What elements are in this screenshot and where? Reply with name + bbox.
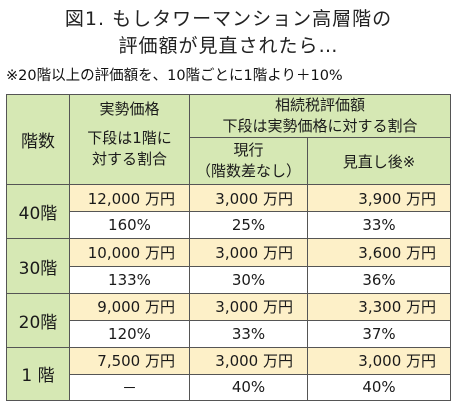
market-pct-cell: 160% bbox=[69, 211, 190, 240]
market-pct-cell: 133% bbox=[69, 265, 190, 294]
current-price-cell: 3,000 万円 bbox=[189, 184, 308, 213]
figure-title: 図1. もしタワーマンション高層階の 評価額が見直されたら… bbox=[0, 6, 457, 60]
table-row: 40階 12,000 万円 3,000 万円 3,900 万円 bbox=[6, 184, 452, 240]
current-pct-cell: 33% bbox=[189, 319, 308, 348]
market-price-cell: 7,500 万円 bbox=[69, 346, 190, 375]
header-market-sub-2: 対する割合 bbox=[91, 150, 167, 168]
header-floors: 階数 bbox=[6, 93, 70, 186]
market-pct-cell: － bbox=[69, 373, 190, 402]
current-pct-cell: 40% bbox=[189, 373, 308, 402]
revised-pct-cell: 33% bbox=[306, 211, 452, 240]
footnote: ※20階以上の評価額を、10階ごとに1階より＋10% bbox=[6, 68, 343, 84]
header-tax-sub: 下段は実勢価格に対する割合 bbox=[222, 117, 418, 136]
revised-pct-cell: 37% bbox=[306, 319, 452, 348]
header-market-title: 実勢価格 bbox=[99, 100, 160, 118]
floor-label: 20階 bbox=[6, 292, 70, 348]
table-row: 133% 30% 36% bbox=[7, 265, 452, 294]
market-pct-cell: 120% bbox=[69, 319, 190, 348]
revised-price-cell: 3,300 万円 bbox=[306, 292, 452, 321]
header-current-sub: （階数差なし） bbox=[195, 162, 301, 181]
current-price-cell: 3,000 万円 bbox=[189, 292, 308, 321]
header-tax-title: 相続税評価額 bbox=[275, 96, 366, 115]
header-tax: 相続税評価額 下段は実勢価格に対する割合 bbox=[188, 93, 452, 139]
revised-price-cell: 3,600 万円 bbox=[306, 238, 452, 267]
title-line-1: 図1. もしタワーマンション高層階の bbox=[64, 8, 393, 30]
market-price-cell: 9,000 万円 bbox=[69, 292, 190, 321]
revised-price-cell: 3,000 万円 bbox=[306, 346, 452, 375]
current-price-cell: 3,000 万円 bbox=[189, 346, 308, 375]
table-row: － 40% 40% bbox=[7, 373, 452, 402]
table-row: 120% 33% 37% bbox=[7, 319, 452, 348]
floor-label: 30階 bbox=[6, 238, 70, 294]
current-price-cell: 3,000 万円 bbox=[189, 238, 308, 267]
floor-label: 1 階 bbox=[6, 346, 70, 402]
current-pct-cell: 25% bbox=[189, 211, 308, 240]
revised-pct-cell: 36% bbox=[306, 265, 452, 294]
revised-pct-cell: 40% bbox=[306, 373, 452, 402]
title-line-2: 評価額が見直されたら… bbox=[118, 35, 339, 57]
market-price-cell: 10,000 万円 bbox=[69, 238, 190, 267]
header-revised: 見直し後※ bbox=[306, 137, 452, 186]
header-market-sub-1: 下段は1階に bbox=[87, 129, 172, 147]
current-pct-cell: 30% bbox=[189, 265, 308, 294]
revised-price-cell: 3,900 万円 bbox=[306, 184, 452, 213]
header-current: 現行 （階数差なし） bbox=[189, 137, 308, 186]
table-row: 30階 10,000 万円 3,000 万円 3,600 万円 bbox=[6, 238, 452, 294]
header-current-title: 現行 bbox=[233, 141, 264, 160]
valuation-table: 階数 実勢価格 下段は1階に 対する割合 相続税評価額 下段は実勢価格に対する割… bbox=[6, 93, 452, 402]
table-row: 1 階 7,500 万円 3,000 万円 3,000 万円 bbox=[6, 346, 452, 402]
header-market: 実勢価格 下段は1階に 対する割合 bbox=[69, 93, 190, 186]
table-row: 160% 25% 33% bbox=[7, 211, 452, 240]
table-row: 20階 9,000 万円 3,000 万円 3,300 万円 bbox=[6, 292, 452, 348]
floor-label: 40階 bbox=[6, 184, 70, 240]
market-price-cell: 12,000 万円 bbox=[69, 184, 190, 213]
